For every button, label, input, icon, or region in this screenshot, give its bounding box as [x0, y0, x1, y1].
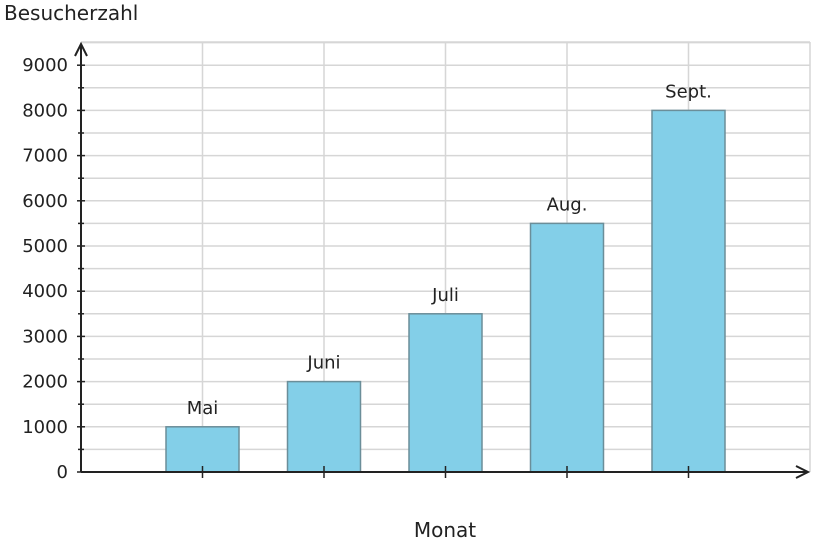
y-tick-label: 7000 — [22, 146, 68, 167]
y-tick-label: 8000 — [22, 100, 68, 121]
y-tick-label: 5000 — [22, 236, 68, 257]
bar-label: Sept. — [665, 81, 712, 102]
y-tick-label: 9000 — [22, 55, 68, 76]
y-tick-label: 1000 — [22, 417, 68, 438]
y-tick-label: 4000 — [22, 281, 68, 302]
bar-mai — [165, 426, 240, 473]
bar-label: Aug. — [547, 194, 588, 215]
bar-labels: Mai Juni Juli Aug. Sept. — [187, 81, 712, 418]
bars — [165, 109, 726, 478]
bar-label: Juli — [431, 285, 459, 306]
y-tick-label: 3000 — [22, 326, 68, 347]
y-tick-label: 0 — [57, 462, 68, 483]
y-axis-title: Besucherzahl — [4, 1, 138, 25]
bar-label: Juni — [306, 353, 340, 374]
y-tick-label: 2000 — [22, 372, 68, 393]
bar-aug — [529, 222, 605, 473]
y-axis-arrow — [74, 41, 88, 57]
y-ticks: 0 1000 2000 3000 4000 5000 6000 7000 8000 9000 — [22, 55, 85, 483]
bar-sept — [651, 109, 726, 473]
x-axis-arrow — [795, 465, 811, 479]
bar-juli — [408, 313, 483, 473]
bar-juni — [286, 380, 362, 473]
axes — [74, 41, 811, 479]
x-axis-title: Monat — [414, 518, 476, 542]
y-tick-label: 6000 — [22, 191, 68, 212]
bar-label: Mai — [187, 398, 219, 419]
